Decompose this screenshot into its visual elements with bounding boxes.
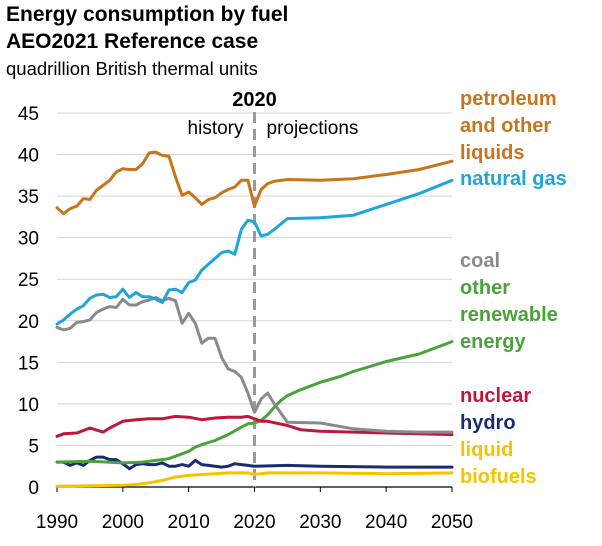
legend-label-line: biofuels — [460, 466, 537, 488]
y-tick-label: 0 — [28, 478, 39, 499]
legend-label-line: liquid — [460, 439, 514, 461]
legend-label-line: other — [460, 277, 510, 299]
chart-subtitle: quadrillion British thermal units — [6, 58, 258, 79]
chart-title-line1: Energy consumption by fuel — [6, 3, 289, 26]
series-line-other-renewable-energy — [55, 340, 454, 465]
legend-label-line: renewable — [460, 304, 558, 326]
legend-other-renewable-energy: other renewable energy — [460, 275, 558, 356]
x-tick-label: 2010 — [168, 512, 210, 533]
legend-label-line: energy — [460, 331, 526, 353]
y-tick-label: 20 — [18, 312, 39, 333]
legend-hydro: hydro — [460, 410, 516, 437]
y-axis: 0 5 10 15 20 25 30 35 40 45 — [18, 104, 39, 499]
history-label: history — [188, 118, 244, 139]
x-tick-label: 1990 — [36, 512, 78, 533]
legend-label-line: hydro — [460, 412, 516, 434]
y-tick-label: 25 — [18, 270, 39, 291]
legend-label-line: natural gas — [460, 168, 567, 190]
series-line-nuclear — [55, 414, 454, 438]
legend-label-line: petroleum — [460, 88, 557, 110]
projections-label: projections — [267, 118, 359, 139]
series-line-natural-gas — [55, 178, 454, 326]
y-tick-label: 45 — [18, 104, 39, 125]
x-tick-label: 2000 — [102, 512, 144, 533]
x-tick-label: 2030 — [299, 512, 341, 533]
legend-label-line: liquids — [460, 142, 525, 164]
y-tick-label: 5 — [28, 436, 39, 457]
chart-title-line2: AEO2021 Reference case — [6, 30, 259, 53]
y-tick-label: 35 — [18, 187, 39, 208]
x-tick-label: 2040 — [365, 512, 407, 533]
x-tick-label: 2020 — [233, 512, 275, 533]
series-line-coal — [55, 296, 454, 434]
y-tick-label: 15 — [18, 353, 39, 374]
series-line-liquid-biofuels — [55, 471, 454, 488]
legend-label-line: and other — [460, 115, 552, 137]
year-divider: 2020 history projections — [188, 89, 359, 487]
legend-liquid-biofuels: liquid biofuels — [460, 437, 537, 491]
y-tick-label: 40 — [18, 146, 39, 167]
legend-petroleum-and-other-liquids: petroleum and other liquids — [460, 86, 557, 167]
legend-nuclear: nuclear — [460, 383, 531, 410]
x-axis: 1990 2000 2010 2020 2030 2040 2050 — [36, 487, 473, 533]
legend-natural-gas: natural gas — [460, 166, 567, 193]
legend-label-line: nuclear — [460, 385, 532, 407]
y-tick-label: 10 — [18, 395, 39, 416]
divider-year-label: 2020 — [232, 89, 277, 111]
x-tick-label: 2050 — [431, 512, 473, 533]
legend-coal: coal — [460, 248, 500, 275]
series-line-petroleum-and-other-liquids — [55, 150, 454, 216]
y-tick-label: 30 — [18, 229, 39, 250]
series-line-hydro — [55, 455, 454, 471]
series-lines — [55, 150, 454, 488]
legend-label-line: coal — [460, 250, 501, 272]
